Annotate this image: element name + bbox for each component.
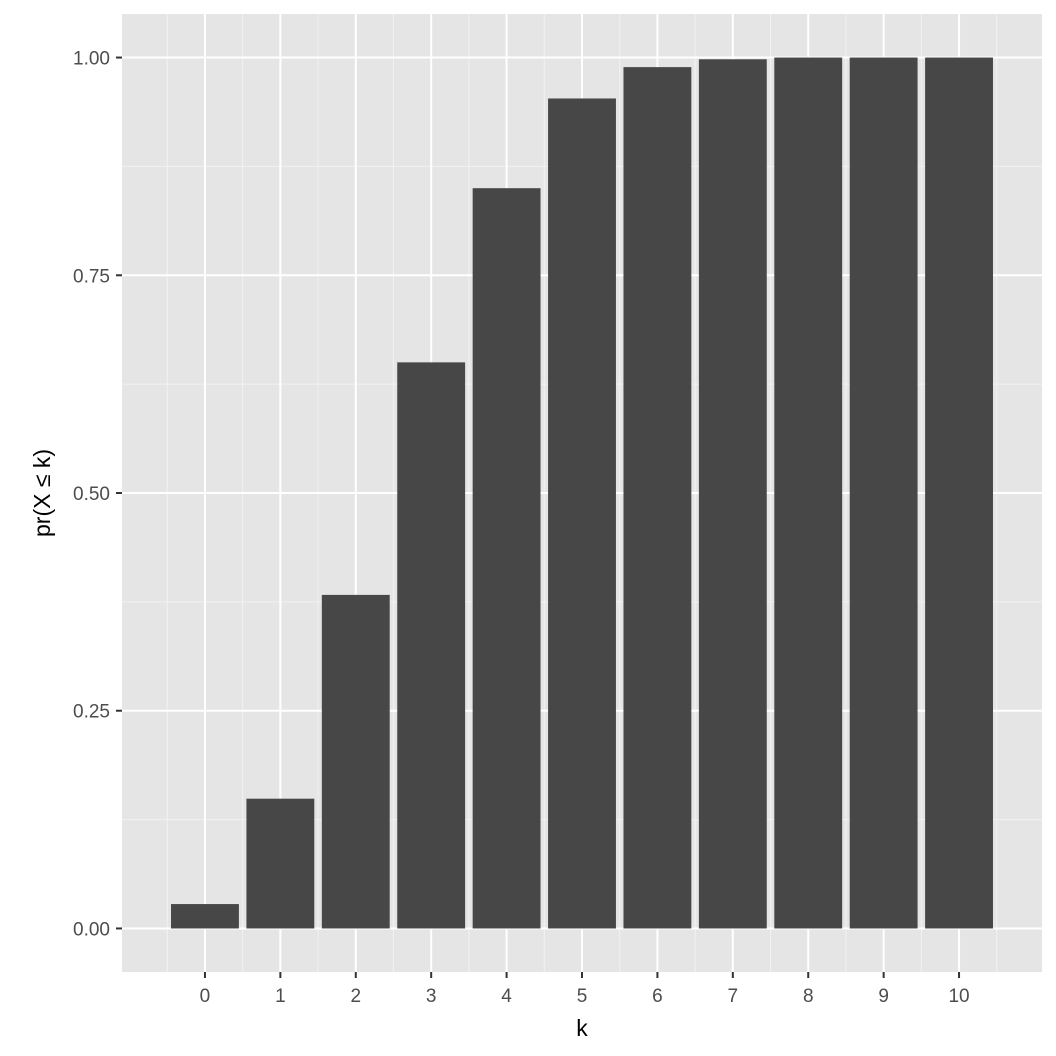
bar-k-10 <box>925 57 993 929</box>
y-axis: 0.00 0.25 0.50 0.75 1.00 <box>73 49 122 940</box>
x-tick-label: 0 <box>200 986 211 1007</box>
x-tick-label: 6 <box>652 986 663 1007</box>
y-tick-label: 0.00 <box>73 919 110 940</box>
bar-k-3 <box>397 362 466 929</box>
y-tick-label: 0.75 <box>73 266 110 287</box>
x-axis-title: k <box>576 1015 588 1041</box>
x-tick-label: 3 <box>426 986 437 1007</box>
bar-k-6 <box>623 67 692 929</box>
x-tick-label: 1 <box>275 986 286 1007</box>
x-tick-label: 9 <box>878 986 889 1007</box>
bar-k-0 <box>171 904 239 929</box>
bar-k-7 <box>698 59 767 929</box>
y-tick-label: 1.00 <box>73 49 110 70</box>
x-tick-label: 10 <box>948 986 969 1007</box>
x-tick-label: 4 <box>501 986 512 1007</box>
x-tick-label: 2 <box>350 986 361 1007</box>
x-tick-label: 8 <box>803 986 814 1007</box>
bar-k-4 <box>472 188 541 929</box>
y-tick-label: 0.25 <box>73 702 110 723</box>
bar-k-9 <box>849 57 918 929</box>
bar-k-1 <box>246 798 315 929</box>
bar-series <box>171 57 993 929</box>
bar-k-2 <box>321 594 390 929</box>
bar-k-5 <box>548 98 616 929</box>
y-tick-label: 0.50 <box>73 484 110 505</box>
y-axis-title: pr(X ≤ k) <box>29 449 55 537</box>
bar-k-8 <box>774 57 843 929</box>
x-tick-label: 5 <box>577 986 588 1007</box>
x-tick-label: 7 <box>728 986 739 1007</box>
x-axis: 0 1 2 3 4 5 6 7 8 9 10 <box>200 972 970 1007</box>
